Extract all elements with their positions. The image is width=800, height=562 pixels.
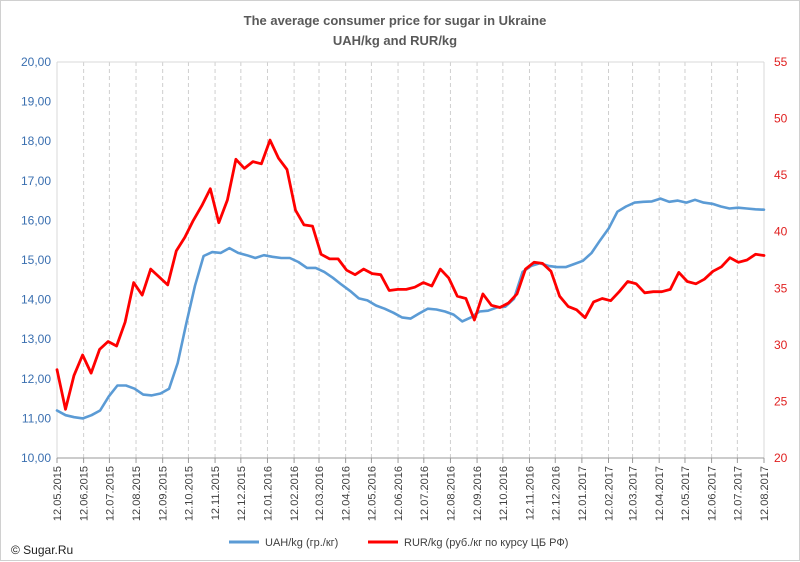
x-tick-label: 12.11.2016 (524, 466, 536, 520)
legend: UAH/kg (гр./кг) RUR/kg (руб./кг по курсу… (229, 537, 568, 549)
x-tick-label: 12.04.2016 (341, 466, 353, 521)
x-tick-label: 12.03.2016 (314, 466, 326, 521)
x-tick-label: 12.06.2017 (707, 466, 719, 521)
x-tick-label: 12.11.2015 (210, 466, 222, 520)
x-tick-label: 12.12.2015 (236, 466, 248, 521)
right-y-axis-ticks: 20 25 30 35 40 45 50 55 (774, 55, 788, 465)
copyright-text: © Sugar.Ru (11, 543, 73, 557)
x-tick-label: 12.07.2017 (732, 466, 744, 521)
chart-frame: The average consumer price for sugar in … (0, 0, 800, 561)
x-tick-label: 12.10.2015 (183, 466, 195, 521)
x-tick-label: 12.05.2016 (366, 466, 378, 521)
x-tick-label: 12.09.2015 (158, 466, 170, 521)
x-tick-label: 12.08.2015 (131, 466, 143, 521)
left-y-tick-label: 14,00 (21, 293, 51, 307)
chart-subtitle: UAH/kg and RUR/kg (333, 33, 457, 48)
x-tick-label: 12.06.2015 (79, 466, 91, 521)
chart-title: The average consumer price for sugar in … (244, 13, 547, 28)
right-y-tick-label: 50 (774, 112, 788, 126)
x-tick-label: 12.05.2017 (680, 466, 692, 521)
x-tick-label: 12.06.2016 (393, 466, 405, 521)
left-y-tick-label: 17,00 (21, 174, 51, 188)
left-y-tick-label: 11,00 (22, 411, 51, 425)
right-y-tick-label: 35 (774, 281, 788, 295)
x-tick-label: 12.10.2016 (498, 466, 510, 521)
right-y-tick-label: 30 (774, 338, 788, 352)
x-tick-label: 12.04.2017 (654, 466, 666, 521)
x-tick-label: 12.05.2015 (52, 466, 64, 521)
x-tick-label: 12.12.2016 (550, 466, 562, 521)
axes (57, 62, 764, 463)
left-y-tick-label: 20,00 (21, 55, 51, 69)
left-y-tick-label: 19,00 (21, 95, 51, 109)
x-tick-label: 12.01.2016 (262, 466, 274, 521)
left-y-axis-ticks: 10,00 11,00 12,00 13,00 14,00 15,00 16,00 17,00… (21, 55, 51, 465)
left-y-tick-label: 16,00 (21, 213, 51, 227)
x-tick-label: 12.02.2017 (604, 466, 616, 521)
x-tick-label: 12.07.2016 (419, 466, 431, 521)
left-y-tick-label: 18,00 (21, 134, 51, 148)
left-y-tick-label: 15,00 (21, 253, 51, 267)
x-tick-label: 12.09.2016 (472, 466, 484, 521)
left-y-tick-label: 12,00 (21, 372, 51, 386)
left-y-tick-label: 10,00 (21, 451, 51, 465)
x-tick-label: 12.01.2017 (577, 466, 589, 521)
right-y-tick-label: 45 (774, 168, 788, 182)
x-tick-label: 12.08.2017 (759, 466, 771, 521)
x-tick-label: 12.08.2016 (445, 466, 457, 521)
legend-label-uah: UAH/kg (гр./кг) (265, 537, 338, 549)
x-tick-label: 12.02.2016 (289, 466, 301, 521)
right-y-tick-label: 40 (774, 225, 788, 239)
x-tick-label: 12.07.2015 (104, 466, 116, 521)
left-y-tick-label: 13,00 (21, 332, 51, 346)
right-y-tick-label: 25 (774, 394, 788, 408)
legend-label-rur: RUR/kg (руб./кг по курсу ЦБ РФ) (404, 537, 568, 549)
grid-lines (57, 62, 764, 458)
chart-svg: The average consumer price for sugar in … (1, 1, 800, 562)
right-y-tick-label: 20 (774, 451, 788, 465)
right-y-tick-label: 55 (774, 55, 788, 69)
x-tick-label: 12.03.2017 (628, 466, 640, 521)
x-axis-ticks: 12.05.2015 12.06.2015 12.07.2015 12.08.2015… (52, 466, 771, 521)
